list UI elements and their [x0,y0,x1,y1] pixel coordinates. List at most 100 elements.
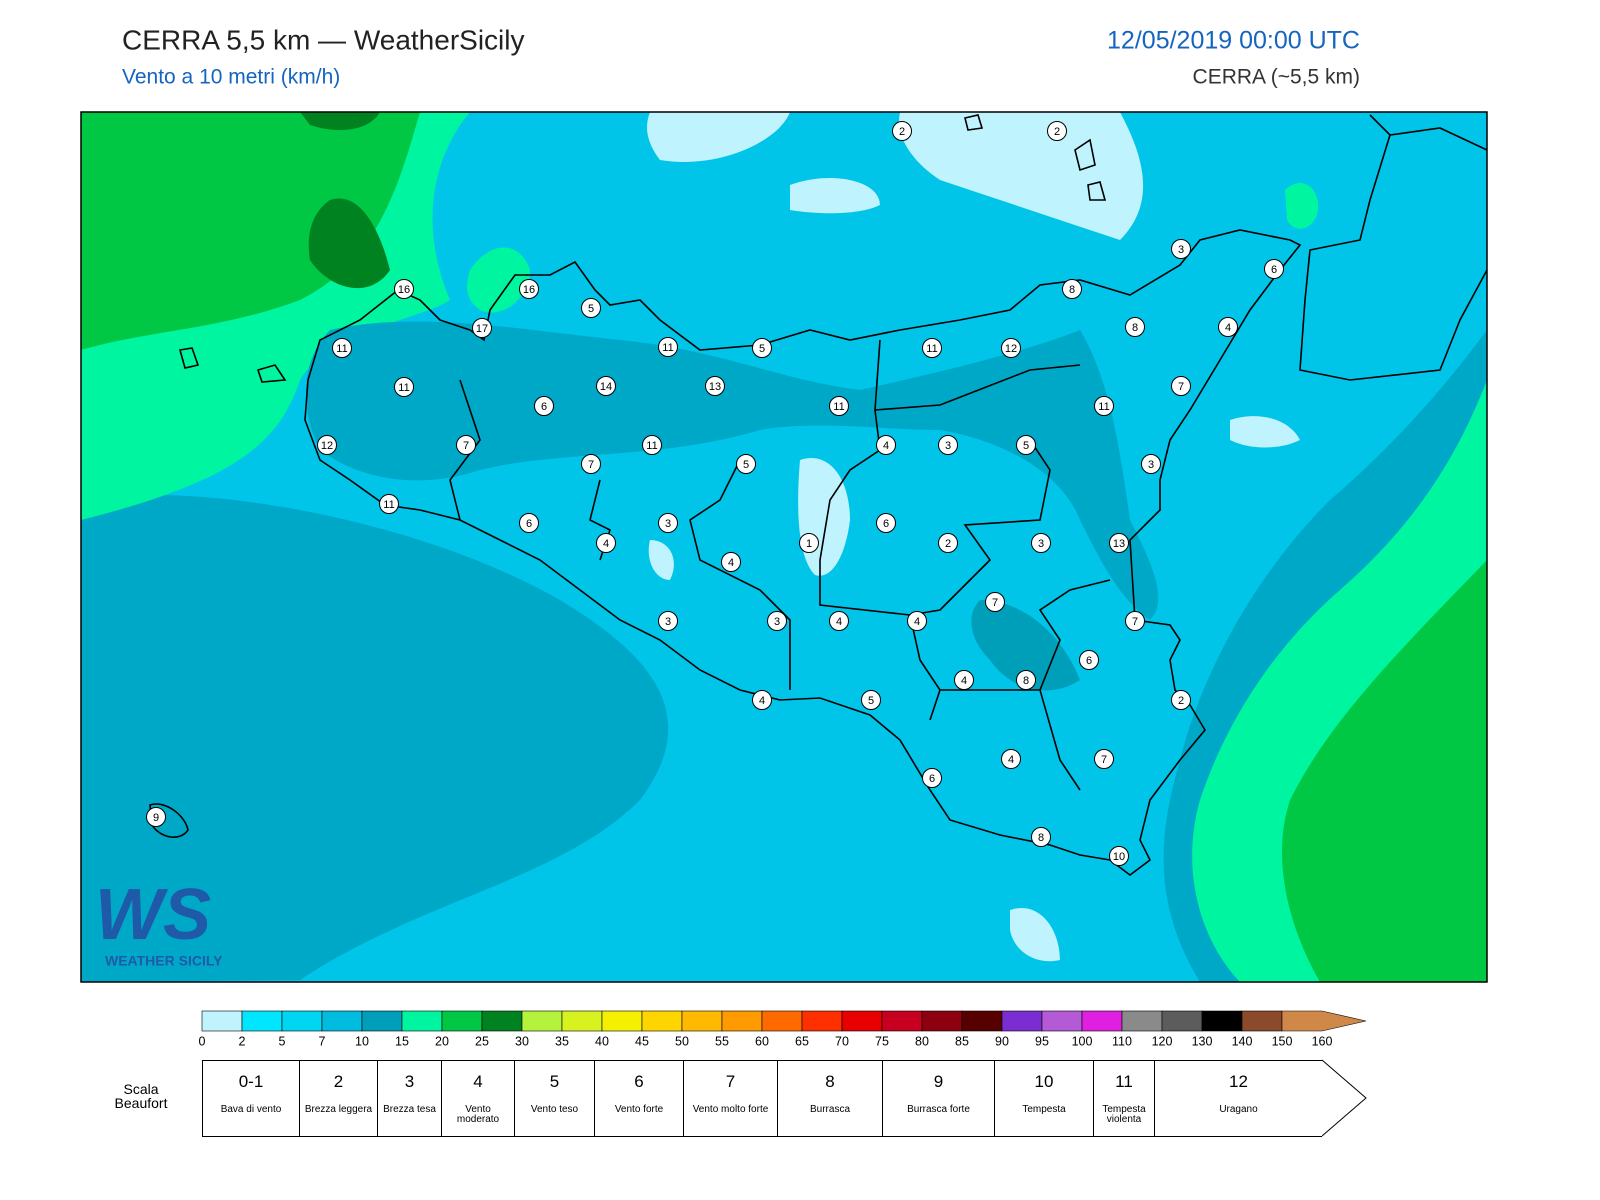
colorbar-swatch [401,1010,443,1032]
station-value: 12 [1005,343,1017,355]
beaufort-cell: 10 Tempesta [994,1060,1093,1137]
station-value: 13 [709,381,721,393]
date: 12/05/2019 00:00 UTC [1107,27,1360,55]
station-marker [581,454,601,474]
station-value: 5 [759,343,765,355]
station-value: 7 [1132,616,1138,628]
station-value: 7 [1178,381,1184,393]
coastlines [149,114,1488,876]
station-value: 6 [1086,655,1092,667]
station-marker [876,513,896,533]
beaufort-force: 6 [634,1072,644,1091]
colorbar-swatch [921,1010,963,1032]
station-marker [581,298,601,318]
colorbar-tick-label: 30 [515,1034,529,1048]
station-value: 5 [743,459,749,471]
station-value: 6 [929,773,935,785]
colorbar-swatch [1081,1010,1123,1032]
colorbar-swatch [241,1010,283,1032]
colorbar-tick-label: 75 [875,1034,889,1048]
beaufort-description: Burrasca forte [907,1104,970,1115]
colorbar-swatch [841,1010,883,1032]
colorbar-tick-label: 35 [555,1034,569,1048]
station-value: 8 [1023,675,1029,687]
station-value: 10 [1113,851,1125,863]
beaufort-force: 10 [1034,1072,1054,1091]
beaufort-cell: 7 Vento molto forte [683,1060,777,1137]
beaufort-force: 11 [1115,1072,1133,1091]
colorbar-swatch [1241,1010,1283,1032]
beaufort-cell: 4 Vento moderato [441,1060,514,1137]
station-value: 7 [992,597,998,609]
station-value: 14 [600,381,612,393]
colorbar-swatch [361,1010,403,1032]
station-marker [456,435,476,455]
colorbar-swatch [641,1010,683,1032]
beaufort-cell: 11 Tempesta violenta [1093,1060,1154,1137]
station-marker [736,454,756,474]
station-marker [1062,279,1082,299]
station-marker [1001,749,1021,769]
colorbar-tick-label: 85 [955,1034,969,1048]
colorbar-arrow [1281,1010,1367,1032]
station-marker [1047,121,1067,141]
station-marker [1094,396,1114,416]
station-marker [1125,317,1145,337]
beaufort-force: 4 [473,1072,483,1091]
station-marker [829,396,849,416]
station-value: 9 [153,812,159,824]
beaufort-description: Vento forte [614,1104,664,1115]
station-marker [1141,454,1161,474]
beaufort-cell: 12 Uragano [1154,1060,1322,1137]
colorbar-swatch [1001,1010,1043,1032]
station-value: 4 [883,440,889,452]
beaufort-force: 9 [933,1072,944,1091]
colorbar-swatch [881,1010,923,1032]
station-value: 8 [1069,284,1075,296]
colorbar-tick-label: 65 [795,1034,809,1048]
station-value: 8 [1132,322,1138,334]
station-marker [332,338,352,358]
beaufort-force: 2 [333,1072,344,1091]
beaufort-description: Burrasca [809,1104,850,1115]
beaufort-force: 5 [549,1072,560,1091]
colorbar-tick-label: 10 [355,1034,369,1048]
station-marker [752,690,772,710]
station-marker [519,279,539,299]
beaufort-cell: 2 Brezza leggera [299,1060,377,1137]
station-value: 4 [836,616,842,628]
station-marker [767,611,787,631]
station-marker [379,494,399,514]
station-marker [1016,670,1036,690]
station-marker [799,533,819,553]
station-marker [1031,533,1051,553]
colorbar-tick-label: 20 [435,1034,449,1048]
station-marker [658,513,678,533]
colorbar-swatch [1041,1010,1083,1032]
colorbar-swatch [321,1010,363,1032]
station-value: 11 [662,342,673,354]
colorbar-tick-label: 95 [1035,1034,1049,1048]
beaufort-description: Vento molto forte [692,1104,769,1115]
beaufort-description: Brezza tesa [383,1104,436,1115]
colorbar-tick-label: 45 [635,1034,649,1048]
station-value: 6 [526,518,532,530]
colorbar-tick-label: 50 [675,1034,689,1048]
colorbar-tick-label: 150 [1272,1034,1293,1048]
colorbar-tick-label: 120 [1152,1034,1173,1048]
wind-field [81,112,1487,982]
station-marker [1109,846,1129,866]
station-value: 3 [1148,459,1154,471]
station-marker [892,121,912,141]
beaufort-description: Tempesta violenta [1102,1104,1146,1125]
station-marker [954,670,974,690]
beaufort-arrow [1321,1059,1367,1137]
station-marker [472,318,492,338]
colorbar-tick-label: 2 [239,1034,246,1048]
colorbar-tick-label: 7 [319,1034,326,1048]
station-value: 3 [665,518,671,530]
beaufort-description: Vento teso [530,1104,579,1115]
colorbar: 0 2 5 7 10 15 20 25 30 35 40 45 50 55 60 65 70 75 80 85 90 95… [199,1010,1367,1048]
beaufort-force: 0-1 [238,1072,264,1091]
